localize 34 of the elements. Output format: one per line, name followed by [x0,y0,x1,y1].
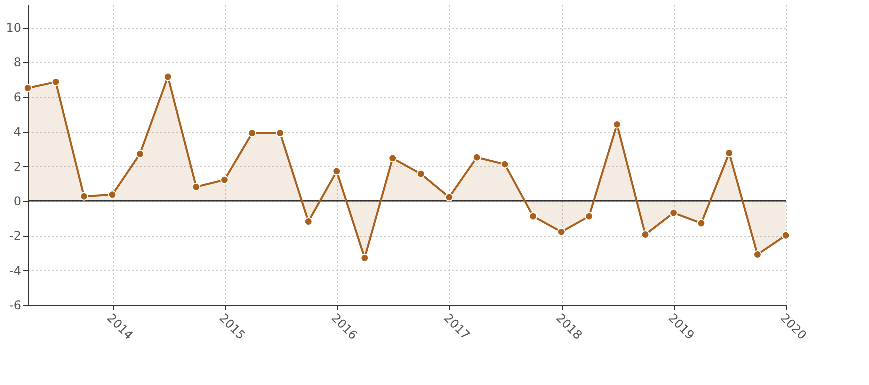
point [388,154,398,163]
point [332,167,342,176]
y-tick-label: 2 [14,160,22,174]
point [80,192,88,201]
point [220,176,229,184]
point [585,212,594,221]
y-tick-label: -6 [10,298,22,312]
point [108,190,117,200]
y-tick-label: 10 [6,21,22,36]
y-tick-label: -2 [10,229,22,244]
y-tick-label: -4 [10,264,22,278]
point [276,129,285,138]
point [557,228,566,236]
y-tick-label: 6 [14,90,22,104]
point [304,218,313,226]
point [164,72,172,82]
point [529,212,538,221]
point [24,84,32,92]
point [697,219,706,228]
point [248,129,257,138]
point [416,170,426,178]
point [192,182,201,192]
point [670,208,678,218]
point [641,230,650,239]
point [754,250,762,259]
point [725,149,734,158]
point [360,254,370,262]
point [445,193,454,202]
y-tick-label: 4 [14,125,22,140]
point [500,160,510,169]
point [472,153,482,162]
y-tick-label: 8 [14,56,22,70]
point [782,231,790,240]
y-tick-label: 0 [14,194,22,208]
